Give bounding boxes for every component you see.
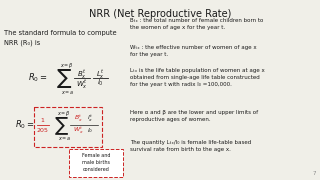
Text: $W_x^t$: $W_x^t$ <box>76 76 88 89</box>
Text: $x=\beta$: $x=\beta$ <box>60 62 74 71</box>
Text: Wₜₓ : the effective number of women of age x
for the year t.: Wₜₓ : the effective number of women of a… <box>130 45 257 57</box>
Text: Here α and β are the lower and upper limits of
reproductive ages of women.: Here α and β are the lower and upper lim… <box>130 110 258 122</box>
Text: $l_0$: $l_0$ <box>87 127 93 135</box>
Text: $R_0=$: $R_0=$ <box>15 119 35 131</box>
Text: The standard formula to compute: The standard formula to compute <box>4 30 116 36</box>
Text: $205$: $205$ <box>36 126 50 134</box>
Text: NRR (Net Reproductive Rate): NRR (Net Reproductive Rate) <box>89 9 231 19</box>
Text: Lₜₓ is the life table population of women at age x
obtained from single-age life: Lₜₓ is the life table population of wome… <box>130 68 265 87</box>
Text: $l_0$: $l_0$ <box>97 78 103 88</box>
Text: $x=a$: $x=a$ <box>58 136 72 143</box>
Text: $B_x^t$: $B_x^t$ <box>74 114 83 124</box>
Text: $l_x^t$: $l_x^t$ <box>87 114 93 124</box>
Text: $x=\beta$: $x=\beta$ <box>57 109 71 118</box>
Text: NRR (R₀) is: NRR (R₀) is <box>4 40 40 46</box>
Text: $\sum$: $\sum$ <box>54 115 69 137</box>
Text: $x=a$: $x=a$ <box>61 89 75 96</box>
Text: $1$: $1$ <box>40 116 46 124</box>
Text: $B_x^t$: $B_x^t$ <box>77 66 87 80</box>
Text: 7: 7 <box>313 171 316 176</box>
Text: $R_0=$: $R_0=$ <box>28 72 48 84</box>
Text: Bₜₓ : the total number of female children born to
the women of age x for the yea: Bₜₓ : the total number of female childre… <box>130 18 263 30</box>
FancyBboxPatch shape <box>69 149 123 177</box>
Text: The quantity Lₜₓ/l₀ is female life-table based
survival rate from birth to the a: The quantity Lₜₓ/l₀ is female life-table… <box>130 140 251 152</box>
Text: Female and
male births
considered: Female and male births considered <box>82 153 110 172</box>
Text: $L_x^t$: $L_x^t$ <box>96 66 104 80</box>
Text: $\sum$: $\sum$ <box>56 68 72 91</box>
Text: $W_x^t$: $W_x^t$ <box>73 126 84 136</box>
